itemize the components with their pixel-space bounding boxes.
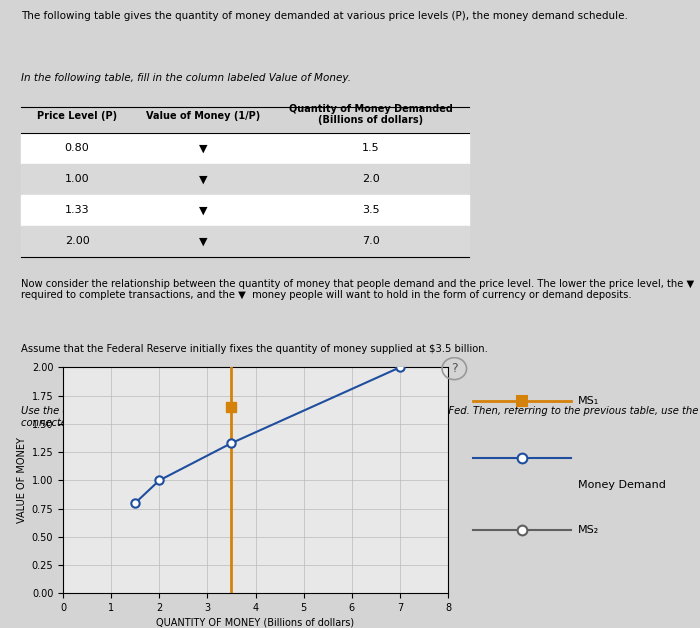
Y-axis label: VALUE OF MONEY: VALUE OF MONEY	[18, 438, 27, 523]
Bar	[21, 164, 469, 195]
Text: Quantity of Money Demanded
(Billions of dollars): Quantity of Money Demanded (Billions of …	[289, 104, 453, 126]
Text: ?: ?	[451, 362, 458, 375]
Text: 1.5: 1.5	[362, 143, 380, 153]
Text: 7.0: 7.0	[362, 236, 380, 246]
Text: The following table gives the quantity of money demanded at various price levels: The following table gives the quantity o…	[21, 11, 628, 21]
Text: ▼: ▼	[199, 175, 207, 185]
Text: 1.33: 1.33	[64, 205, 90, 215]
Text: 2.00: 2.00	[64, 236, 90, 246]
Text: MS₁: MS₁	[578, 396, 598, 406]
Text: ▼: ▼	[199, 143, 207, 153]
Text: Money Demand: Money Demand	[578, 480, 666, 490]
X-axis label: QUANTITY OF MONEY (Billions of dollars): QUANTITY OF MONEY (Billions of dollars)	[156, 617, 355, 627]
Text: ▼: ▼	[199, 205, 207, 215]
Bar	[21, 133, 469, 164]
Bar	[21, 226, 469, 257]
Bar	[21, 195, 469, 226]
Text: Value of Money (1/P): Value of Money (1/P)	[146, 111, 260, 121]
Text: Now consider the relationship between the quantity of money that people demand a: Now consider the relationship between th…	[21, 279, 700, 300]
Text: Use the orange line (square symbol) to plot the initial money supply (MS₁) set b: Use the orange line (square symbol) to p…	[21, 406, 700, 428]
Text: ▼: ▼	[199, 236, 207, 246]
Text: 3.5: 3.5	[362, 205, 380, 215]
Text: 0.80: 0.80	[64, 143, 90, 153]
Text: Assume that the Federal Reserve initially fixes the quantity of money supplied a: Assume that the Federal Reserve initiall…	[21, 344, 488, 354]
Text: 1.00: 1.00	[64, 175, 90, 185]
Text: MS₂: MS₂	[578, 525, 598, 535]
Text: Price Level (P): Price Level (P)	[37, 111, 117, 121]
Text: 2.0: 2.0	[362, 175, 380, 185]
Text: In the following table, fill in the column labeled Value of Money.: In the following table, fill in the colu…	[21, 73, 351, 83]
